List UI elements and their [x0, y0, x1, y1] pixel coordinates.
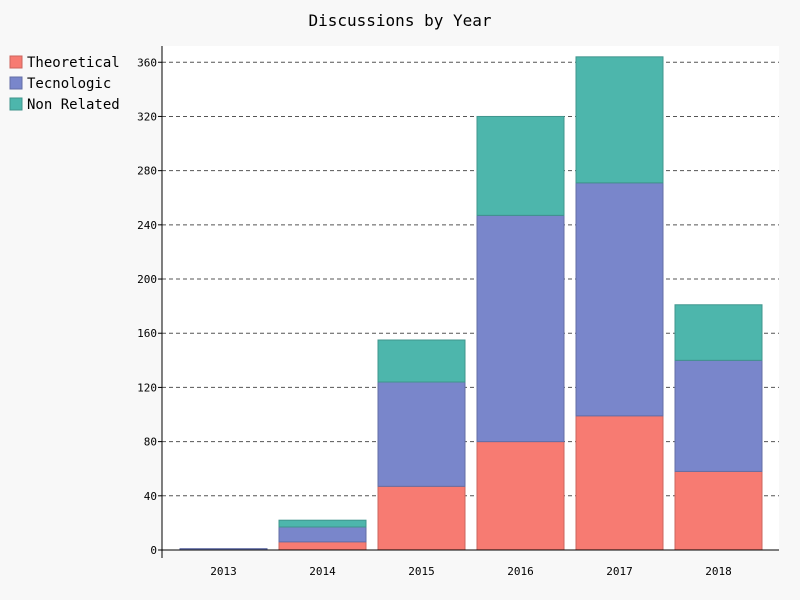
y-tick-label: 40: [144, 490, 157, 503]
y-tick-label: 320: [137, 110, 157, 123]
legend-swatch: [9, 97, 23, 111]
y-tick-label: 200: [137, 273, 157, 286]
x-tick-label: 2013: [210, 565, 237, 578]
legend-swatch: [9, 76, 23, 90]
y-tick-label: 280: [137, 165, 157, 178]
x-tick-label: 2016: [507, 565, 534, 578]
y-tick-label: 120: [137, 381, 157, 394]
x-tick-label: 2014: [309, 565, 336, 578]
y-tick-label: 80: [144, 436, 157, 449]
bar-segment-non-related: [674, 304, 763, 361]
legend-label: Non Related: [27, 97, 120, 113]
y-tick-label: 360: [137, 56, 157, 69]
bar-segment-theoretical: [476, 441, 565, 551]
bars: [179, 56, 763, 551]
x-tick-label: 2018: [705, 565, 732, 578]
legend-label: Theoretical: [27, 55, 120, 71]
x-axis-ticks: 2013 2014 2015 2016 2017 2018: [210, 565, 732, 578]
bar-segment-tecnologic: [476, 214, 565, 443]
bar-segment-tecnologic: [575, 182, 664, 417]
legend: Theoretical Tecnologic Non Related: [9, 55, 120, 113]
y-tick-label: 240: [137, 219, 157, 232]
bar-segment-theoretical: [575, 415, 664, 551]
legend-swatch: [9, 55, 23, 69]
bar-segment-tecnologic: [278, 526, 367, 543]
chart-title: Discussions by Year: [308, 11, 491, 30]
bar-segment-theoretical: [674, 470, 763, 551]
bar-segment-theoretical: [278, 541, 367, 551]
bar-segment-tecnologic: [377, 381, 466, 487]
bar-segment-non-related: [377, 339, 466, 383]
y-tick-label: 160: [137, 327, 157, 340]
bar-segment-non-related: [278, 519, 367, 528]
bar-segment-non-related: [476, 115, 565, 216]
y-tick-label: 0: [150, 544, 157, 557]
bar-segment-tecnologic: [674, 359, 763, 472]
y-axis-ticks: 0 40 80 120 160 200 240 280 320 360: [137, 56, 162, 557]
bar-segment-non-related: [575, 56, 664, 184]
legend-label: Tecnologic: [27, 76, 111, 92]
x-tick-label: 2017: [606, 565, 633, 578]
bar-segment-theoretical: [377, 485, 466, 551]
x-tick-label: 2015: [408, 565, 435, 578]
